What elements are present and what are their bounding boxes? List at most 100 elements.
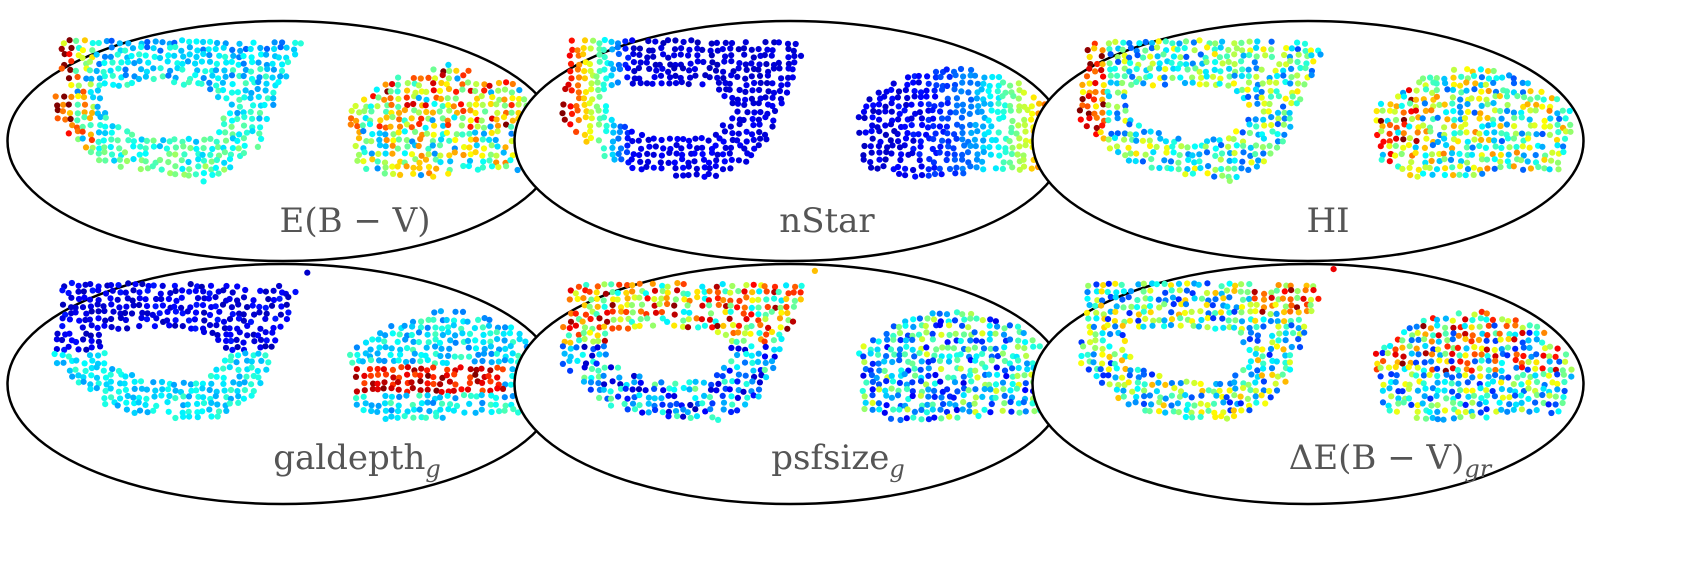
sky-pixel: [209, 329, 216, 336]
sky-pixel: [1525, 395, 1532, 402]
sky-pixel: [1533, 351, 1540, 358]
sky-pixel: [1400, 353, 1407, 360]
sky-pixel: [791, 297, 799, 304]
sky-pixel: [1427, 74, 1434, 81]
sky-pixel: [778, 100, 785, 107]
sky-pixel: [1497, 122, 1504, 130]
sky-pixel: [213, 60, 220, 67]
sky-pixel: [869, 399, 876, 406]
sky-pixel: [1485, 122, 1492, 129]
sky-pixel: [582, 89, 590, 96]
sky-pixel: [1171, 385, 1178, 392]
sky-pixel: [424, 399, 431, 406]
sky-pixel: [937, 406, 944, 413]
sky-pixel: [464, 386, 472, 393]
sky-pixel: [1554, 371, 1561, 378]
sky-pixel: [495, 358, 502, 365]
sky-pixel: [58, 45, 65, 53]
sky-pixel: [194, 400, 201, 407]
sky-pixel: [980, 137, 987, 144]
sky-pixel: [258, 51, 265, 58]
sky-pixel: [1272, 380, 1279, 387]
sky-pixel: [959, 129, 966, 137]
sky-pixel: [1393, 135, 1400, 142]
sky-pixel: [727, 123, 734, 130]
sky-pixel: [1451, 116, 1458, 123]
sky-pixel: [986, 144, 993, 151]
sky-pixel: [685, 163, 692, 170]
sky-pixel: [87, 281, 94, 288]
sky-pixel: [135, 394, 143, 401]
sky-pixel: [1444, 337, 1451, 344]
sky-pixel: [875, 400, 883, 407]
sky-pixel: [353, 366, 360, 373]
sky-pixel: [944, 150, 951, 157]
sky-pixel: [925, 365, 932, 372]
sky-pixel: [952, 72, 959, 79]
sky-pixel: [1210, 136, 1217, 143]
sky-pixel: [460, 107, 467, 115]
sky-pixel: [931, 170, 939, 178]
sky-pixel: [734, 378, 741, 385]
sky-pixel: [375, 336, 382, 343]
sky-pixel: [409, 385, 416, 392]
sky-pixel: [768, 308, 775, 315]
sky-pixel: [764, 72, 772, 79]
sky-pixel: [401, 413, 408, 420]
sky-pixel: [1142, 315, 1149, 322]
sky-pixel: [715, 301, 722, 308]
sky-pixel: [198, 80, 205, 87]
sky-pixel: [1212, 296, 1219, 303]
sky-pixel: [368, 150, 375, 157]
sky-pixel: [361, 372, 368, 379]
sky-pixel: [1395, 93, 1402, 100]
sky-pixel: [923, 87, 930, 94]
sky-pixel: [1169, 143, 1176, 150]
sky-pixel: [278, 303, 285, 310]
sky-pixel: [1267, 150, 1274, 157]
sky-pixel: [1268, 46, 1275, 53]
sky-pixel: [1113, 303, 1120, 310]
sky-pixel: [1225, 82, 1232, 89]
sky-pixel: [402, 336, 409, 343]
sky-pixel: [1483, 310, 1490, 317]
footprint-pixels: [1078, 266, 1575, 423]
sky-pixel: [131, 60, 138, 67]
sky-pixel: [1105, 102, 1112, 109]
sky-pixel: [153, 295, 160, 303]
sky-pixel: [1196, 81, 1203, 88]
sky-pixel: [559, 110, 566, 117]
sky-pixel: [110, 81, 117, 88]
sky-pixel: [376, 123, 383, 130]
sky-pixel: [1202, 143, 1209, 150]
sky-pixel: [959, 406, 966, 413]
sky-pixel: [132, 281, 139, 288]
sky-pixel: [680, 413, 687, 420]
sky-pixel: [1282, 352, 1289, 359]
sky-pixel: [445, 85, 453, 93]
sky-pixel: [1483, 414, 1490, 421]
sky-pixel: [709, 414, 716, 421]
sky-pixel: [1174, 65, 1182, 72]
sky-pixel: [478, 117, 485, 124]
sky-pixel: [89, 109, 96, 116]
sky-pixel: [507, 357, 515, 364]
sky-pixel: [265, 296, 272, 303]
sky-pixel: [1287, 123, 1294, 130]
sky-pixel: [1140, 80, 1147, 87]
sky-pixel: [936, 310, 943, 317]
sky-pixel: [1178, 143, 1185, 150]
sky-pixel: [242, 286, 249, 294]
sky-pixel: [396, 393, 403, 400]
sky-pixel: [1203, 301, 1210, 308]
sky-pixel: [1448, 150, 1456, 157]
sky-pixel: [96, 60, 103, 68]
sky-pixel: [985, 129, 992, 136]
sky-pixel: [1476, 115, 1483, 122]
sky-pixel: [263, 80, 270, 87]
sky-pixel: [1540, 96, 1547, 103]
sky-pixel: [924, 315, 931, 322]
sky-pixel: [1527, 107, 1534, 114]
sky-pixel: [1379, 107, 1386, 114]
sky-pixel: [909, 150, 916, 157]
